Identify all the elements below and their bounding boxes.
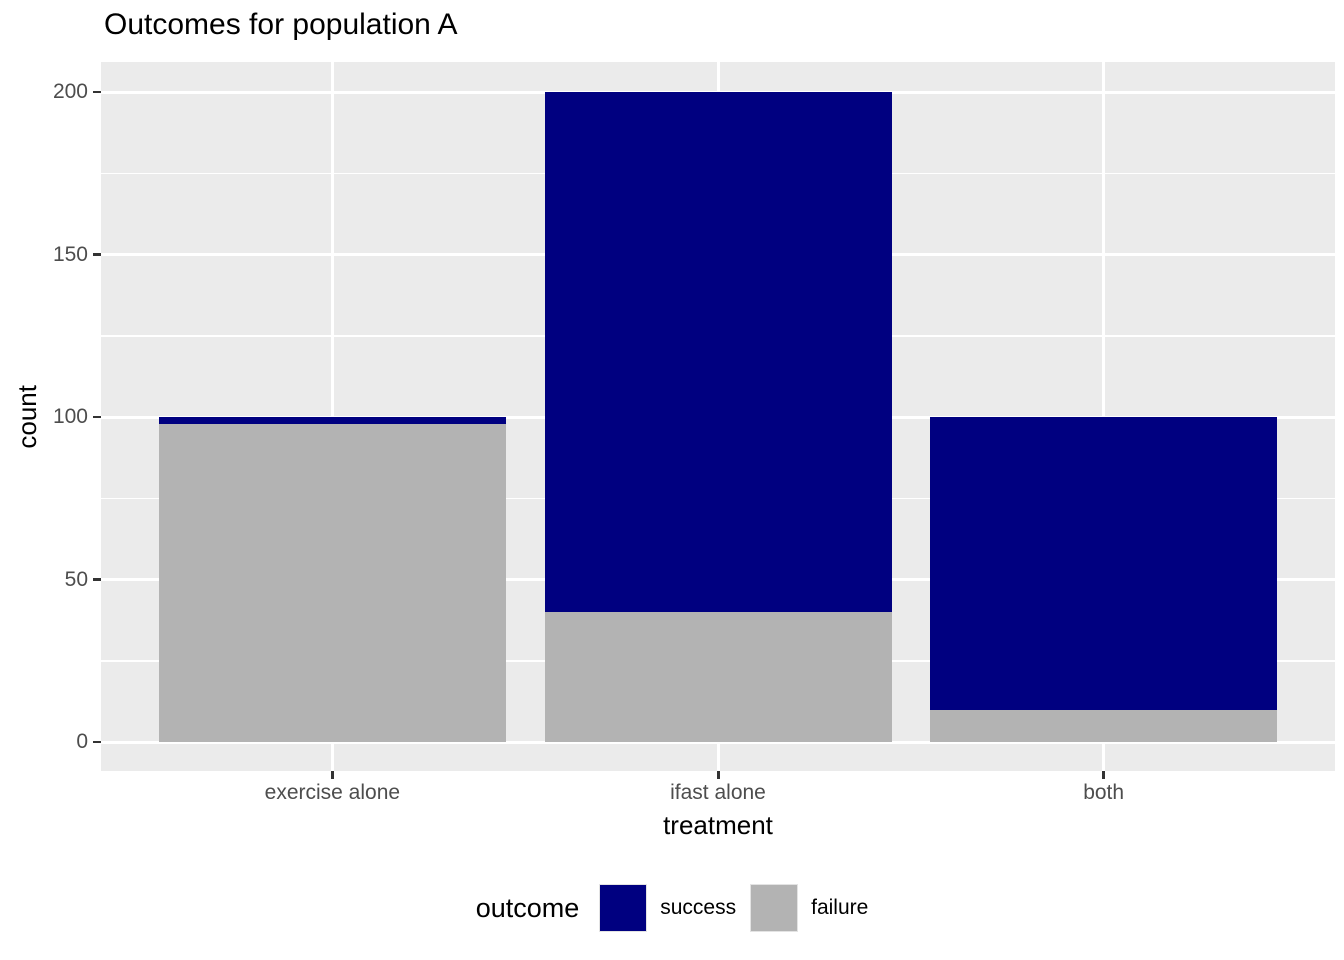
bar-segment-success-both — [930, 417, 1278, 710]
y-axis-tick-label: 150 — [52, 242, 88, 266]
y-axis-tick — [93, 90, 101, 94]
legend-label-success: success — [660, 896, 737, 919]
legend: outcome success failure — [0, 882, 1344, 934]
y-axis-tick-label: 50 — [64, 567, 88, 591]
x-gridline-major — [330, 62, 334, 771]
y-axis-tick — [93, 578, 101, 581]
bar-segment-failure-both — [930, 709, 1278, 742]
chart-title: Outcomes for population A — [104, 8, 458, 41]
bar-segment-success-exercise-alone — [158, 417, 506, 424]
x-axis-title: treatment — [663, 810, 773, 840]
legend-label-failure: failure — [811, 896, 869, 919]
x-axis-tick — [716, 771, 720, 779]
bar-segment-failure-ifast-alone — [544, 612, 892, 742]
y-axis-tick-label: 0 — [76, 730, 88, 753]
plot-panel — [101, 62, 1335, 771]
legend-items: success failure — [600, 885, 868, 931]
x-axis-tick-label: ifast alone — [670, 781, 766, 804]
y-axis-tick — [93, 740, 101, 744]
y-axis-tick-label: 100 — [52, 405, 88, 428]
x-axis-tick — [330, 771, 334, 779]
x-axis-tick — [1102, 771, 1106, 779]
y-axis-tick — [93, 253, 101, 256]
y-axis-tick — [93, 415, 101, 419]
x-gridline-major — [1102, 62, 1106, 771]
x-axis-tick-label: exercise alone — [264, 781, 401, 804]
y-axis-tick-label: 200 — [52, 80, 88, 103]
legend-key-failure-swatch — [751, 885, 798, 931]
bar-segment-failure-exercise-alone — [158, 423, 506, 742]
legend-item-success: success — [600, 885, 736, 931]
legend-item-failure: failure — [751, 885, 868, 931]
legend-key-success-swatch — [600, 885, 647, 931]
legend-title: outcome — [475, 892, 580, 923]
x-axis-tick-label: both — [1083, 781, 1125, 804]
bar-segment-success-ifast-alone — [544, 92, 892, 612]
